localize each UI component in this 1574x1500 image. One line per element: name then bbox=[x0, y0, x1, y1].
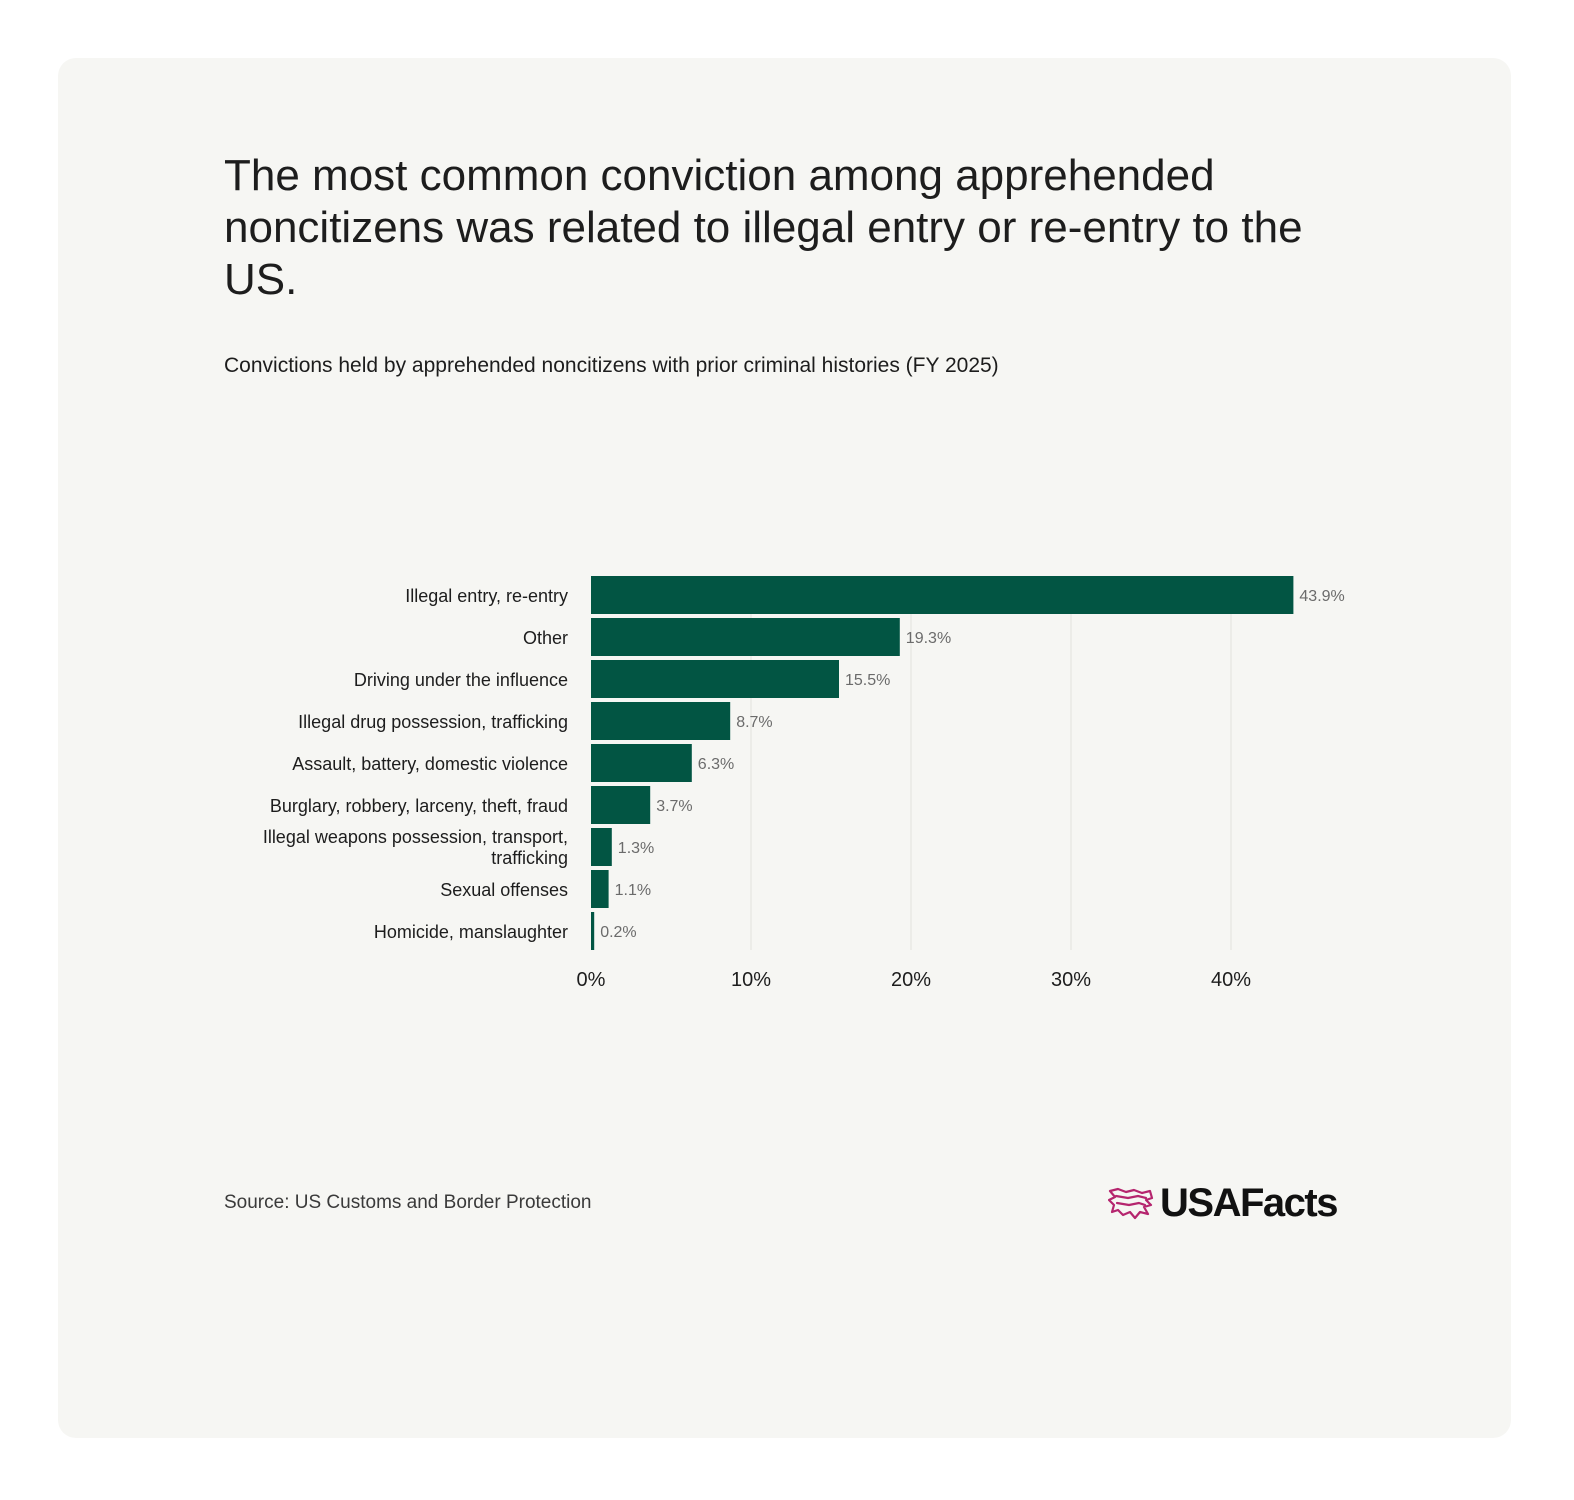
x-tick-label: 0% bbox=[577, 969, 606, 991]
bar bbox=[591, 912, 595, 950]
category-label: Homicide, manslaughter bbox=[374, 922, 568, 942]
usa-flag-logo-icon bbox=[1108, 1187, 1154, 1220]
category-label: Illegal entry, re-entry bbox=[405, 586, 568, 606]
source-note: Source: US Customs and Border Protection bbox=[224, 1192, 592, 1213]
category-label: Other bbox=[523, 628, 568, 648]
value-label: 8.7% bbox=[736, 714, 772, 731]
bar bbox=[591, 870, 609, 908]
value-label: 43.9% bbox=[1299, 588, 1344, 605]
x-tick-label: 40% bbox=[1211, 969, 1251, 991]
bar bbox=[591, 786, 651, 824]
value-label: 19.3% bbox=[906, 630, 951, 647]
chart-title: The most common conviction among apprehe… bbox=[224, 151, 1303, 304]
category-label: Burglary, robbery, larceny, theft, fraud bbox=[270, 796, 568, 816]
bar bbox=[591, 702, 731, 740]
bar-chart: 0% 10% 20% 30% 40% Illegal entry, re-entry 43.… bbox=[263, 576, 1345, 991]
chart-subtitle: Convictions held by apprehended noncitiz… bbox=[224, 354, 999, 377]
bar bbox=[591, 618, 900, 656]
bar bbox=[591, 576, 1294, 614]
category-label: Illegal weapons possession, transport, tr… bbox=[263, 827, 568, 868]
value-label: 0.2% bbox=[600, 924, 636, 941]
value-label: 6.3% bbox=[698, 756, 734, 773]
value-label: 15.5% bbox=[845, 672, 890, 689]
category-label: Assault, battery, domestic violence bbox=[292, 754, 568, 774]
x-tick-label: 20% bbox=[891, 969, 931, 991]
category-label: Illegal drug possession, trafficking bbox=[298, 712, 568, 732]
x-tick-label: 10% bbox=[731, 969, 771, 991]
value-label: 1.1% bbox=[615, 882, 651, 899]
logo-text: USAFacts bbox=[1160, 1180, 1338, 1225]
x-tick-label: 30% bbox=[1051, 969, 1091, 991]
chart-card bbox=[58, 58, 1511, 1438]
category-label: Sexual offenses bbox=[440, 880, 568, 900]
bar bbox=[591, 744, 692, 782]
value-label: 1.3% bbox=[618, 840, 654, 857]
bar bbox=[591, 660, 839, 698]
usafacts-logo[interactable]: USAFacts bbox=[1108, 1180, 1338, 1226]
category-label: Driving under the influence bbox=[354, 670, 568, 690]
bar bbox=[591, 828, 612, 866]
value-label: 3.7% bbox=[656, 798, 692, 815]
